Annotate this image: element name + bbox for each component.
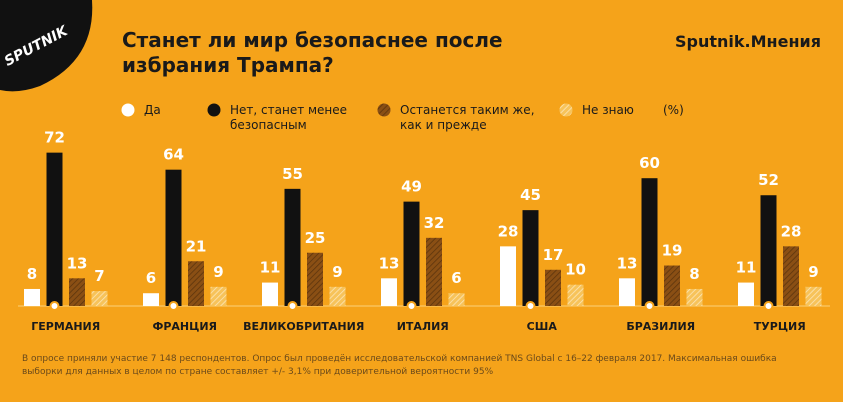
- x-tick-label: ТУРЦИЯ: [754, 320, 806, 333]
- value-label: 72: [44, 129, 65, 147]
- bar-hatch: [329, 286, 346, 306]
- x-tick-label: США: [527, 320, 558, 333]
- value-label: 19: [662, 242, 683, 260]
- value-label: 21: [186, 237, 207, 255]
- value-label: 60: [639, 154, 660, 172]
- value-label: 9: [213, 263, 223, 281]
- footnote: В опросе приняли участие 7 148 респонден…: [22, 354, 777, 377]
- value-label: 55: [282, 165, 303, 183]
- bar: [165, 169, 182, 306]
- value-label: 9: [808, 263, 818, 281]
- bar-hatch: [545, 269, 561, 306]
- value-label: 6: [146, 269, 156, 287]
- value-label: 64: [163, 146, 184, 164]
- bar: [24, 288, 40, 306]
- value-label: 9: [332, 263, 342, 281]
- legend-marker-hatch: [377, 103, 391, 117]
- bar: [284, 188, 301, 306]
- bar-hatch: [805, 286, 822, 306]
- bar-hatch: [210, 286, 227, 306]
- value-label: 13: [379, 254, 400, 272]
- value-label: 28: [781, 222, 802, 240]
- source: Sputnik.Мнения: [675, 32, 821, 51]
- legend-label: Останется таким же, как и прежде: [400, 103, 535, 132]
- value-label: 10: [565, 261, 586, 279]
- bar: [381, 278, 397, 306]
- bar-hatch: [664, 265, 680, 306]
- bar-hatch: [686, 288, 703, 306]
- x-tick-label: ФРАНЦИЯ: [152, 320, 217, 333]
- legend-label: Не знаю: [582, 103, 634, 117]
- bar-hatch: [567, 284, 584, 306]
- bar: [641, 178, 658, 306]
- chart-title: Станет ли мир безопаснее после избрания …: [122, 28, 503, 77]
- dot: [406, 301, 417, 311]
- value-label: 28: [498, 222, 519, 240]
- unit: (%): [663, 103, 684, 117]
- x-tick-label: ИТАЛИЯ: [397, 320, 449, 333]
- value-label: 6: [451, 269, 461, 287]
- value-label: 17: [543, 246, 564, 264]
- dot: [644, 301, 655, 311]
- value-label: 8: [689, 265, 699, 283]
- value-label: 32: [424, 214, 445, 232]
- dot: [49, 301, 60, 311]
- value-label: 52: [758, 171, 779, 189]
- bar-hatch: [783, 246, 799, 306]
- legend-marker-hatch: [559, 103, 573, 117]
- x-tick-label: БРАЗИЛИЯ: [626, 320, 695, 333]
- dot: [525, 301, 536, 311]
- legend-label: Нет, станет менее безопасным: [230, 103, 348, 132]
- bar: [619, 278, 635, 306]
- value-label: 11: [260, 259, 281, 277]
- bar-hatch: [69, 278, 85, 306]
- bar: [143, 293, 159, 306]
- bar: [500, 246, 516, 306]
- bar-hatch: [188, 261, 204, 306]
- bar: [738, 282, 754, 306]
- value-label: 7: [94, 267, 104, 285]
- bar: [522, 210, 539, 306]
- bar-hatch: [426, 237, 442, 306]
- value-label: 11: [736, 259, 757, 277]
- x-tick-label: ВЕЛИКОБРИТАНИЯ: [243, 320, 364, 333]
- legend-label: Да: [144, 103, 161, 117]
- value-label: 49: [401, 178, 422, 196]
- bar: [46, 152, 63, 306]
- value-label: 13: [617, 254, 638, 272]
- legend-marker: [121, 103, 135, 117]
- dot: [763, 301, 774, 311]
- bar-hatch: [307, 252, 323, 306]
- bar-hatch: [448, 293, 465, 306]
- legend-marker: [207, 103, 221, 117]
- value-label: 13: [67, 254, 88, 272]
- value-label: 8: [27, 265, 37, 283]
- logo-shape: [0, 0, 93, 92]
- bar: [262, 282, 278, 306]
- value-label: 45: [520, 186, 541, 204]
- x-tick-label: ГЕРМАНИЯ: [31, 320, 100, 333]
- value-label: 25: [305, 229, 326, 247]
- bar-hatch: [91, 291, 108, 306]
- dot: [287, 301, 298, 311]
- bar: [760, 195, 777, 306]
- bar: [403, 201, 420, 306]
- dot: [168, 301, 179, 311]
